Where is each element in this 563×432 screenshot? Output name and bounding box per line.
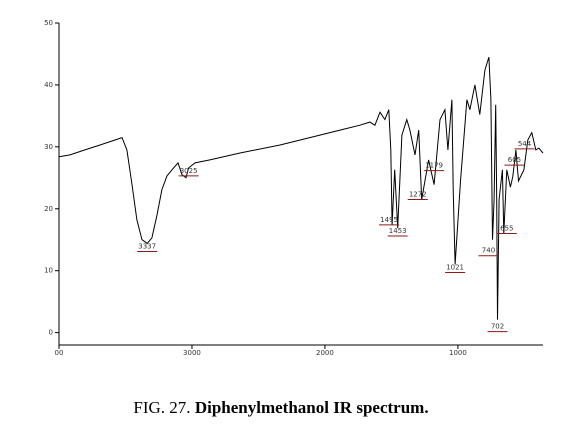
x-tick-label: 3000 [183, 349, 201, 357]
caption-prefix: FIG. 27. [133, 398, 190, 417]
peak-label: 605 [508, 156, 521, 164]
y-tick-label: 30 [44, 143, 53, 151]
spectrum-line [58, 56, 544, 320]
peak-label: 1021 [446, 264, 464, 272]
peak-label: 1272 [409, 190, 427, 198]
peak-label: 740 [482, 247, 495, 255]
y-tick-label: 40 [44, 81, 53, 89]
peak-label: 655 [500, 225, 513, 233]
x-tick-label: 00 [55, 349, 64, 357]
caption-title: Diphenylmethanol IR spectrum. [195, 398, 429, 417]
x-tick-label: 1000 [449, 349, 467, 357]
peak-label: 1453 [389, 227, 407, 235]
y-tick-label: 20 [44, 205, 53, 213]
peak-label: 1179 [425, 162, 443, 170]
y-tick-label: 0 [49, 329, 53, 337]
peak-label: 544 [518, 140, 532, 148]
y-tick-label: 50 [44, 19, 53, 27]
x-tick-label: 2000 [316, 349, 334, 357]
y-tick-label: 10 [44, 267, 53, 275]
caption: FIG. 27. Diphenylmethanol IR spectrum. [133, 398, 428, 417]
peak-label: 3025 [180, 167, 198, 175]
peak-label: 3337 [138, 242, 156, 250]
peak-label: 702 [491, 323, 504, 331]
peak-label: 1495 [380, 216, 398, 224]
